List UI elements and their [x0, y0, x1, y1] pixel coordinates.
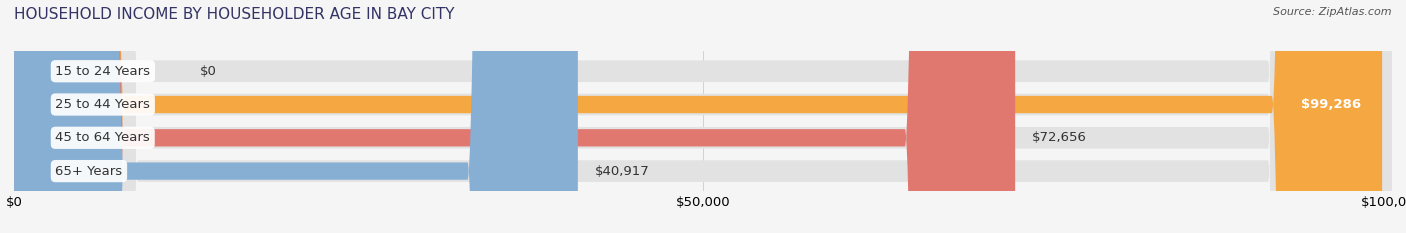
Text: $99,286: $99,286: [1302, 98, 1361, 111]
FancyBboxPatch shape: [14, 0, 1392, 233]
FancyBboxPatch shape: [14, 0, 1382, 233]
Text: 15 to 24 Years: 15 to 24 Years: [55, 65, 150, 78]
FancyBboxPatch shape: [14, 0, 1392, 233]
Text: $40,917: $40,917: [595, 164, 650, 178]
Text: Source: ZipAtlas.com: Source: ZipAtlas.com: [1274, 7, 1392, 17]
Text: $72,656: $72,656: [1032, 131, 1087, 144]
Text: $0: $0: [200, 65, 217, 78]
Text: 45 to 64 Years: 45 to 64 Years: [55, 131, 150, 144]
Text: 65+ Years: 65+ Years: [55, 164, 122, 178]
Text: HOUSEHOLD INCOME BY HOUSEHOLDER AGE IN BAY CITY: HOUSEHOLD INCOME BY HOUSEHOLDER AGE IN B…: [14, 7, 454, 22]
FancyBboxPatch shape: [14, 0, 1392, 233]
Text: 25 to 44 Years: 25 to 44 Years: [55, 98, 150, 111]
FancyBboxPatch shape: [14, 0, 1392, 233]
FancyBboxPatch shape: [14, 0, 578, 233]
FancyBboxPatch shape: [14, 0, 1015, 233]
